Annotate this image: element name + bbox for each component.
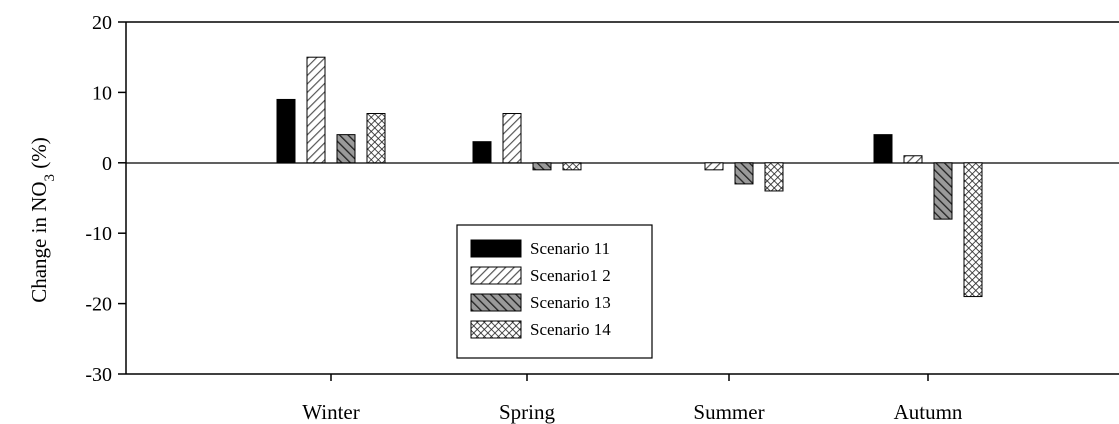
bar-scenario-13-summer: [734, 162, 754, 185]
x-category-label: Spring: [499, 400, 556, 424]
legend-label: Scenario 13: [530, 293, 611, 312]
bar-scenario1-2-winter: [306, 56, 326, 164]
bar-scenario1-2-spring: [502, 113, 522, 164]
bar-scenario-14-autumn: [963, 162, 983, 298]
bar-scenario1-2-autumn: [903, 155, 923, 164]
y-tick-label: 0: [102, 153, 112, 175]
legend-swatch: [470, 239, 522, 258]
legend: Scenario 11 Scenario1 2 Scenario 13 Scenari…: [456, 224, 653, 359]
y-tick-label: 20: [92, 12, 112, 34]
bar-scenario-13-autumn: [933, 162, 953, 220]
y-tick-label: -20: [85, 294, 112, 316]
x-category-label: Winter: [302, 400, 359, 424]
bar-scenario-13-spring: [532, 162, 552, 171]
legend-swatch: [470, 266, 522, 285]
bar-scenario-13-winter: [336, 134, 356, 164]
y-axis-title: Change in NO3 (%): [27, 137, 58, 303]
bar-scenario-14-winter: [366, 113, 386, 164]
legend-label: Scenario1 2: [530, 266, 611, 285]
bars: [276, 56, 983, 298]
y-tick-label: -30: [85, 364, 112, 386]
x-category-label: Autumn: [894, 400, 963, 424]
bar-scenario-11-spring: [472, 141, 492, 164]
bar-scenario-11-autumn: [873, 134, 893, 164]
y-tick-label: 10: [92, 82, 112, 104]
y-ticks: 20 10 0 -10 -20 -30: [85, 12, 126, 386]
y-tick-label: -10: [85, 223, 112, 245]
bar-scenario-14-summer: [764, 162, 784, 192]
legend-label: Scenario 11: [530, 239, 610, 258]
x-category-labels: Winter Spring Summer Autumn: [302, 374, 963, 424]
legend-swatch: [470, 293, 522, 312]
bar-scenario-14-spring: [562, 162, 582, 171]
bar-scenario-11-winter: [276, 98, 296, 164]
legend-swatch: [470, 320, 522, 339]
x-category-label: Summer: [693, 400, 764, 424]
bar-scenario1-2-summer: [704, 162, 724, 171]
legend-label: Scenario 14: [530, 320, 611, 339]
